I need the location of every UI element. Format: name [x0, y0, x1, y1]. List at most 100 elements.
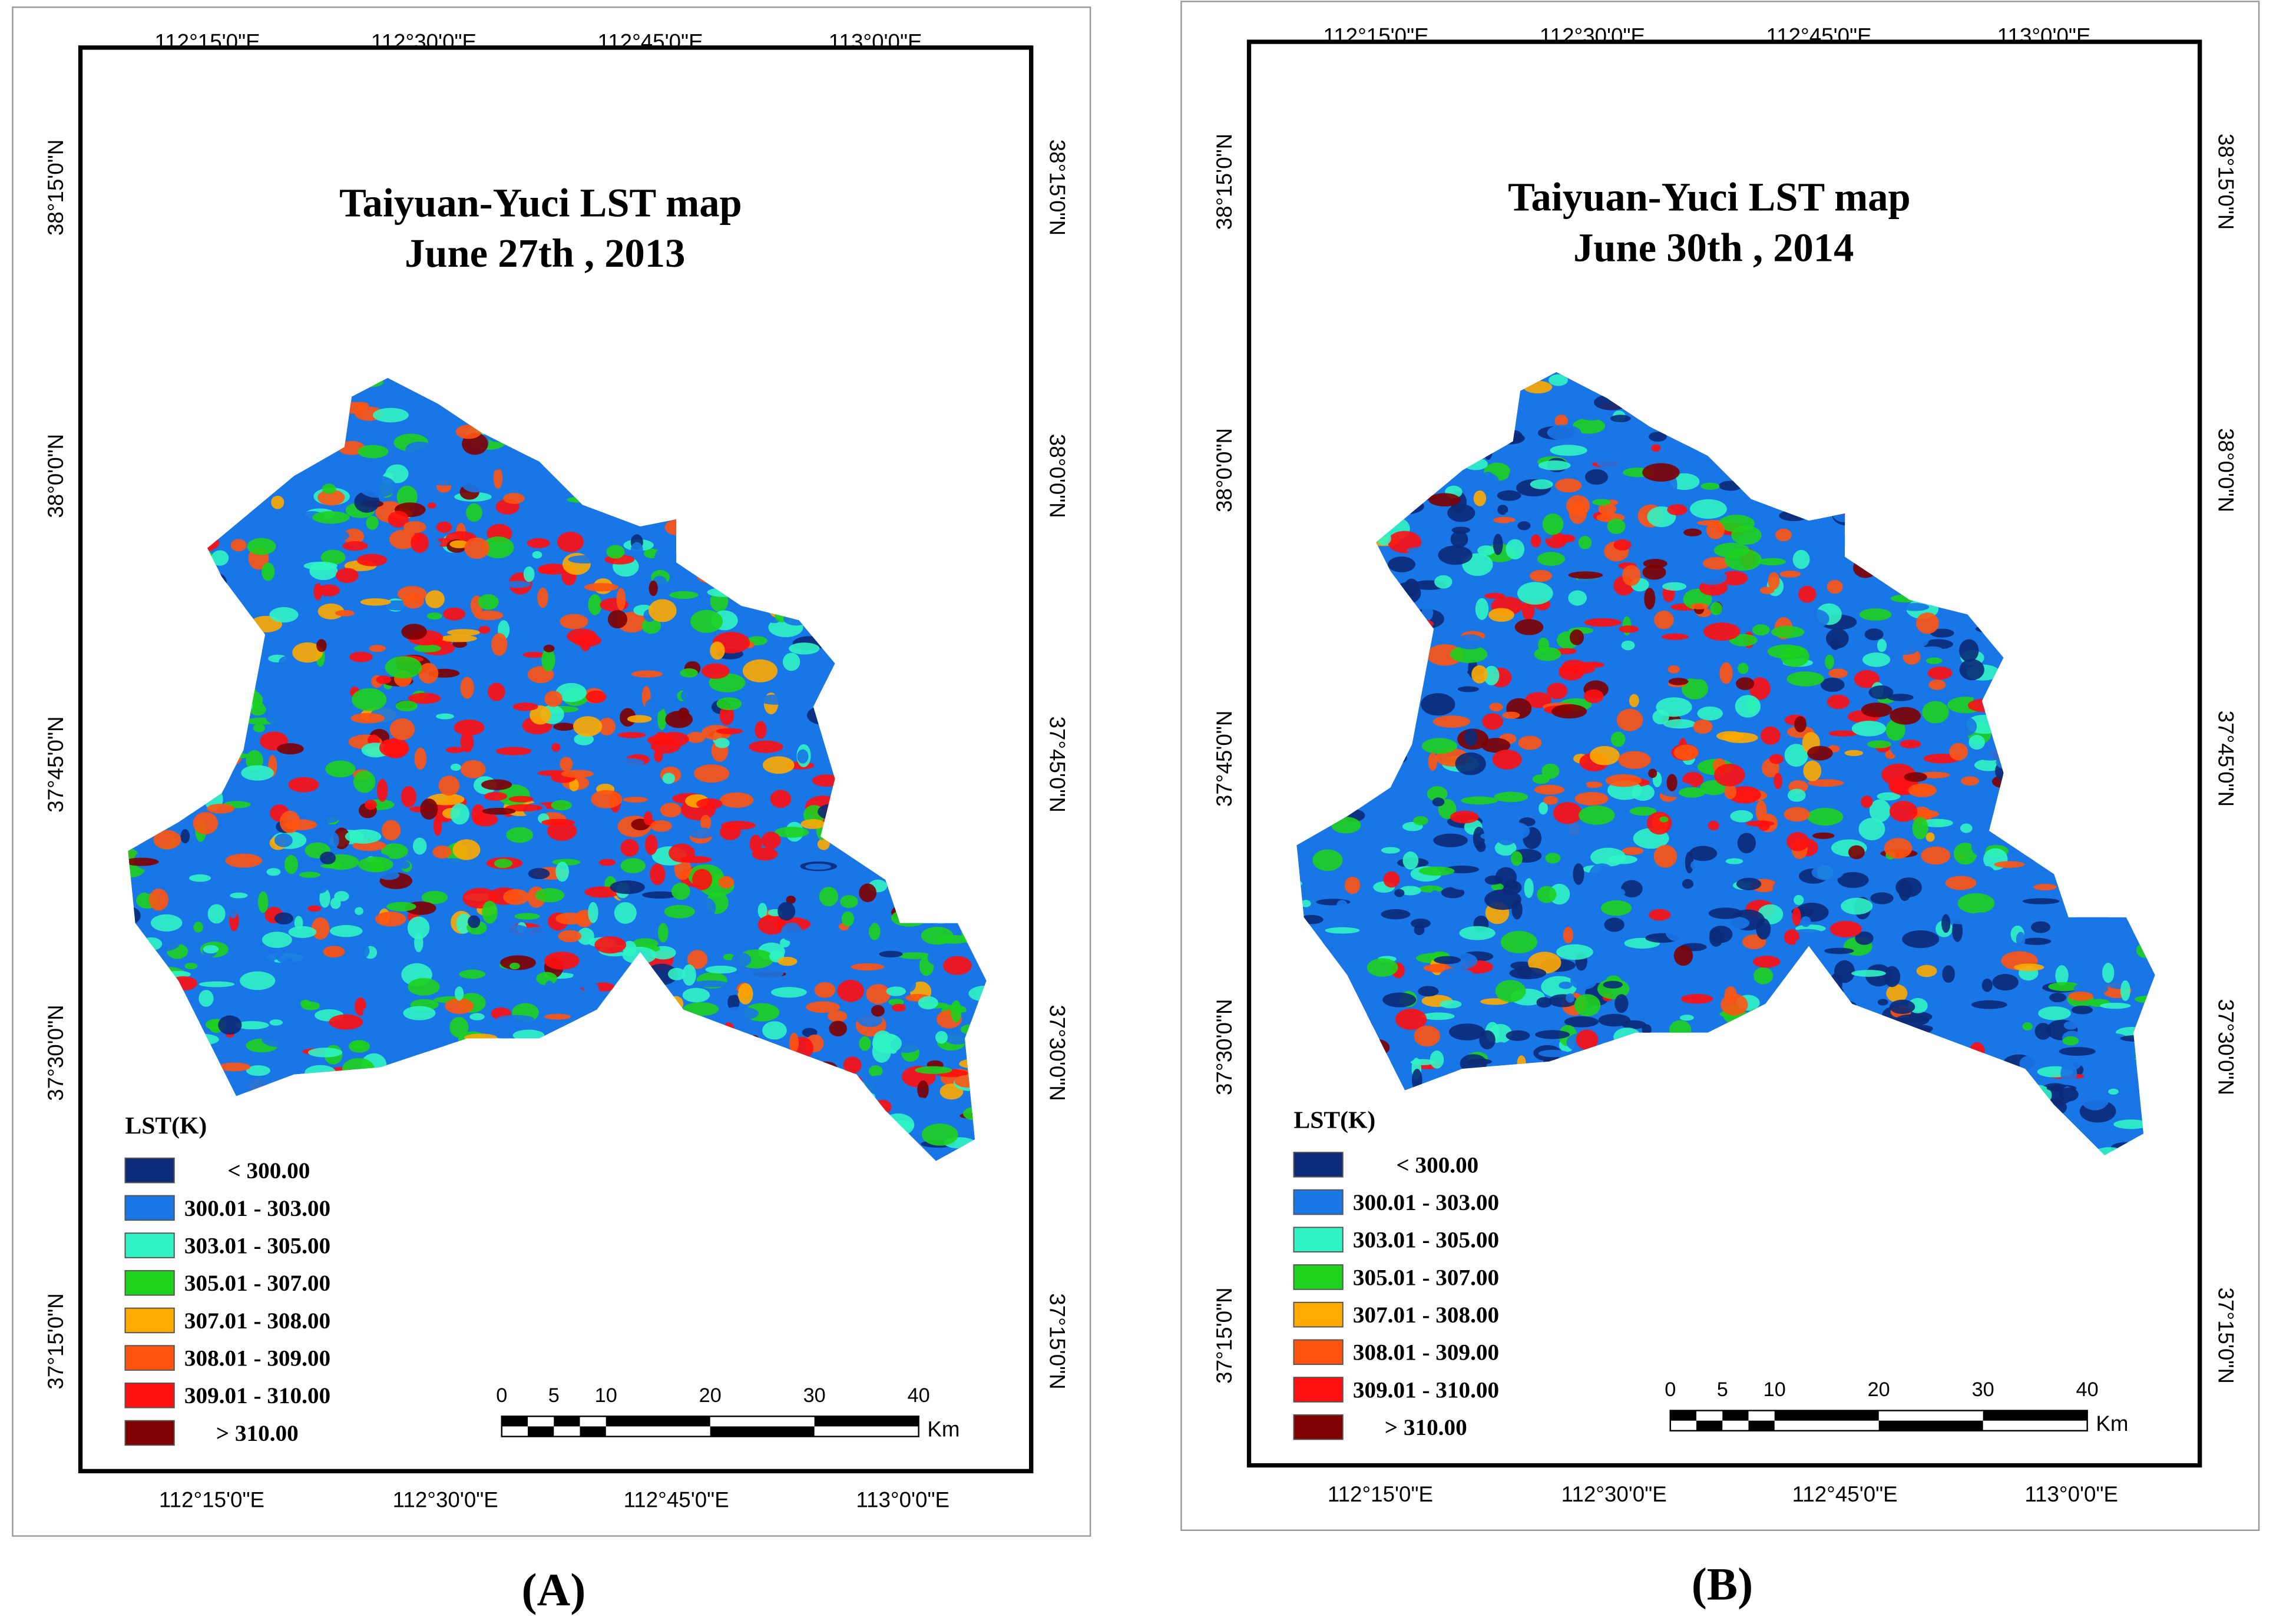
lst-patch	[1473, 827, 1485, 850]
lst-patch	[240, 971, 276, 990]
lst-patch	[1570, 971, 1597, 990]
scale-bar-segment	[1696, 1420, 1723, 1431]
lst-patch	[762, 1021, 787, 1040]
legend-label: 300.01 - 303.00	[1353, 1190, 1499, 1215]
lst-patch	[497, 1015, 534, 1023]
lst-patch	[573, 716, 603, 737]
lst-patch	[1877, 639, 1887, 652]
lon-label-top: 112°45'0"E	[598, 29, 703, 54]
lst-patch	[1689, 846, 1718, 861]
lst-patch	[1902, 930, 1940, 949]
lst-patch	[369, 645, 386, 652]
lst-patch	[1916, 965, 1937, 977]
lst-patch	[1803, 760, 1822, 781]
lst-patch	[473, 812, 498, 827]
lst-patch	[1434, 575, 1453, 589]
lst-patch	[1787, 788, 1806, 802]
lst-patch	[535, 888, 565, 903]
lon-label-top: 112°15'0"E	[1324, 24, 1429, 48]
scale-bar-segment	[501, 1416, 528, 1427]
lst-patch	[927, 949, 947, 966]
outer-frame	[1180, 1, 2260, 1532]
lst-patch	[620, 708, 636, 727]
lst-patch	[1491, 883, 1504, 891]
lst-patch	[837, 979, 864, 1002]
lst-patch	[555, 682, 587, 702]
lst-patch	[319, 889, 330, 908]
lst-patch	[1731, 957, 1741, 969]
lst-patch	[291, 972, 304, 994]
lst-patch	[421, 890, 448, 904]
lst-patch	[1927, 889, 1956, 906]
lst-patch	[1421, 693, 1455, 716]
lst-patch	[1505, 510, 1539, 518]
lst-patch	[1566, 495, 1590, 516]
lst-patch	[459, 969, 486, 979]
lst-patch	[1598, 503, 1617, 515]
lst-patch	[1547, 424, 1581, 441]
lst-patch	[1394, 889, 1405, 897]
lst-patch	[1807, 745, 1833, 761]
lst-patch	[1812, 832, 1835, 839]
lon-label-bottom: 112°30'0"E	[393, 1488, 498, 1512]
lst-patch	[427, 793, 465, 806]
lst-patch	[1941, 999, 1962, 1019]
lst-patch	[627, 715, 652, 723]
lst-patch	[1428, 753, 1438, 771]
lst-patch	[399, 860, 411, 869]
lst-patch	[827, 1010, 848, 1022]
lst-patch	[454, 719, 485, 736]
lst-patch	[350, 712, 385, 724]
lst-patch	[381, 820, 401, 841]
lat-label-right: 37°30'0"N	[2214, 999, 2238, 1095]
lst-patch	[312, 511, 350, 524]
lst-patch	[1411, 919, 1431, 929]
lst-patch	[1649, 909, 1671, 921]
lst-patch	[795, 952, 832, 965]
lst-patch	[1663, 719, 1696, 729]
lst-patch	[2021, 937, 2052, 945]
lst-patch	[1889, 801, 1918, 822]
lst-patch	[806, 1001, 841, 1013]
scale-tick-label: 0	[1665, 1378, 1676, 1401]
lst-patch	[360, 598, 391, 606]
scale-bar-segment	[554, 1416, 580, 1427]
lst-patch	[320, 851, 336, 865]
lst-patch	[438, 775, 460, 796]
lst-patch	[1573, 863, 1584, 885]
lst-patch	[1610, 731, 1626, 747]
lst-patch	[1537, 886, 1557, 903]
legend-label: 309.01 - 310.00	[1353, 1377, 1499, 1403]
lst-patch	[714, 738, 730, 748]
lst-patch	[1921, 646, 1943, 653]
lst-patch	[1738, 662, 1749, 674]
lst-patch	[1388, 531, 1422, 554]
lst-patch	[1644, 588, 1656, 610]
lst-patch	[509, 962, 520, 970]
lst-patch	[705, 965, 737, 974]
legend-label: 308.01 - 309.00	[1353, 1340, 1499, 1366]
lst-patch	[1477, 545, 1495, 556]
lon-label-top: 113°0'0"E	[829, 29, 922, 54]
lst-patch	[234, 574, 261, 592]
scale-tick-label: 30	[1972, 1378, 1994, 1401]
lst-patch	[2016, 932, 2026, 947]
lst-patch	[1761, 726, 1781, 745]
lst-patch	[316, 639, 327, 652]
lst-patch	[1517, 582, 1553, 605]
lst-patch	[1495, 980, 1526, 1002]
lst-patch	[1383, 871, 1400, 888]
lst-patch	[829, 1020, 847, 1037]
lst-patch	[642, 891, 678, 899]
lst-patch	[184, 963, 198, 970]
lst-patch	[466, 503, 482, 522]
lst-patch	[1730, 810, 1753, 823]
lst-patch	[1457, 686, 1480, 692]
lst-patch	[879, 950, 903, 957]
lst-patch	[312, 876, 329, 894]
lst-patch	[573, 634, 601, 647]
lon-label-bottom: 112°15'0"E	[159, 1488, 264, 1512]
lst-patch	[607, 610, 628, 629]
lst-patch	[1534, 784, 1564, 795]
lst-patch	[660, 803, 681, 818]
